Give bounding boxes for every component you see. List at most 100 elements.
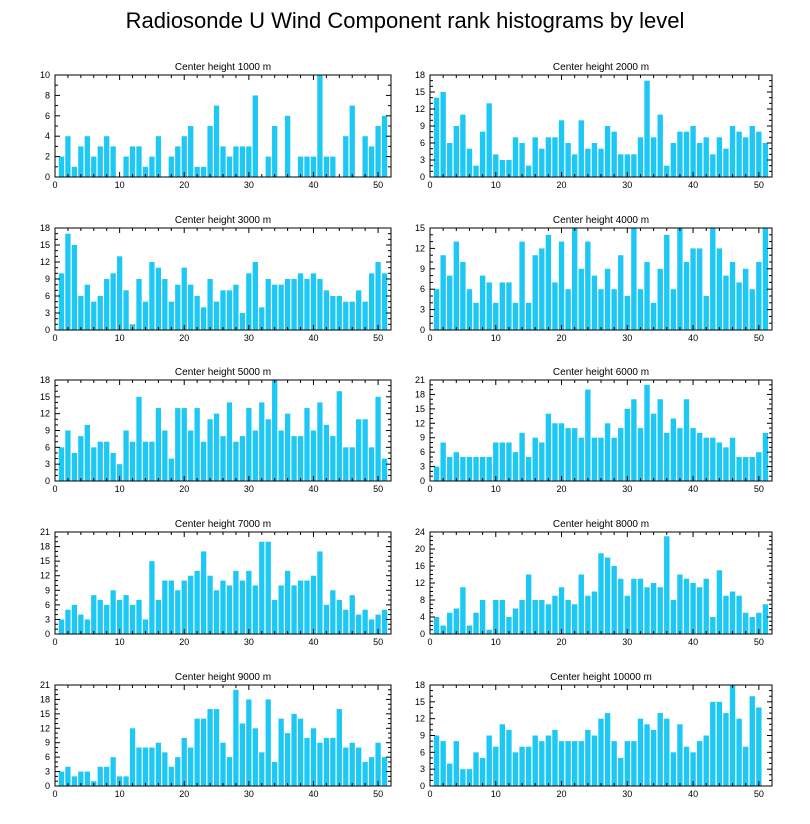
y-tick-label: 0 [45,629,50,639]
bar [624,595,630,634]
y-tick-label: 12 [415,578,425,588]
panel-title: Center height 4000 m [553,215,649,226]
bar [104,604,110,634]
bar [259,307,265,330]
x-tick-label: 20 [557,180,567,190]
bar [539,741,545,786]
bar [317,742,323,786]
bar [381,115,388,177]
bar [466,456,473,481]
bar [155,408,162,481]
bar [473,456,479,481]
bar [304,408,310,481]
bar [460,587,466,634]
bar [310,430,317,481]
bar [572,154,578,177]
bar [162,580,168,634]
y-tick-label: 9 [420,433,425,443]
bar [272,284,278,330]
x-tick-label: 30 [622,333,632,343]
bar [440,442,446,481]
bar [71,604,78,634]
bar [631,228,637,330]
x-tick-label: 20 [557,789,567,799]
bar [532,437,538,481]
bar [252,728,258,786]
x-tick-label: 20 [557,637,567,647]
bar [506,617,512,634]
bar [336,600,342,634]
bar [499,442,506,481]
bar [460,456,466,481]
bar [644,80,650,177]
bar [175,408,181,481]
bar [473,612,479,634]
bar [188,575,194,634]
y-tick-label: 6 [45,600,50,610]
y-tick-label: 12 [415,418,425,428]
bar [123,290,129,330]
y-tick-label: 6 [45,442,50,452]
bar [188,430,194,481]
x-tick-label: 10 [491,484,501,494]
bar [291,713,297,786]
bar [585,389,591,481]
bar [440,741,446,786]
bar [58,273,65,330]
bar [233,284,239,330]
bar [220,290,226,330]
bar [650,137,657,177]
bar [650,302,657,330]
bar [278,284,284,330]
bar [598,148,604,177]
bar [591,437,598,481]
bar [168,458,174,481]
bar [650,729,657,786]
x-tick-label: 0 [52,637,57,647]
bar [278,585,284,634]
bar [330,156,336,177]
bar [762,604,769,634]
bar [200,441,207,481]
bar [683,399,690,481]
bar [91,595,97,634]
bar [142,166,149,177]
bar [565,428,571,481]
bar [142,301,149,330]
bar [233,441,239,481]
bar [664,536,670,634]
bar [479,456,486,481]
bar [362,136,368,177]
panel-9: Center height 9000 m 0 10 20 30 40 50 0 3 6 9 12 15 1… [40,672,392,799]
bar [136,146,142,177]
bar [129,146,136,177]
bar [104,136,110,177]
bar [233,570,239,634]
bar [265,699,271,786]
bar [91,447,97,481]
bar [624,154,630,177]
bar [246,273,252,330]
bar [291,436,297,481]
bar [284,733,291,786]
y-tick-label: 4 [420,612,425,622]
y-tick-label: 6 [420,284,425,294]
bar [71,166,78,177]
x-tick-label: 40 [688,637,698,647]
y-tick-label: 3 [420,305,425,315]
bar [749,289,755,330]
bar [670,418,677,481]
y-tick-label: 6 [45,291,50,301]
bar [644,262,650,330]
bar [323,156,330,177]
x-tick-label: 10 [115,333,125,343]
bar [291,279,297,330]
y-tick-label: 6 [420,138,425,148]
bar [65,136,71,177]
bar [168,766,174,786]
bar [116,600,123,634]
bar [129,441,136,481]
x-tick-label: 0 [52,180,57,190]
y-tick-label: 12 [415,243,425,253]
bar [343,301,349,330]
